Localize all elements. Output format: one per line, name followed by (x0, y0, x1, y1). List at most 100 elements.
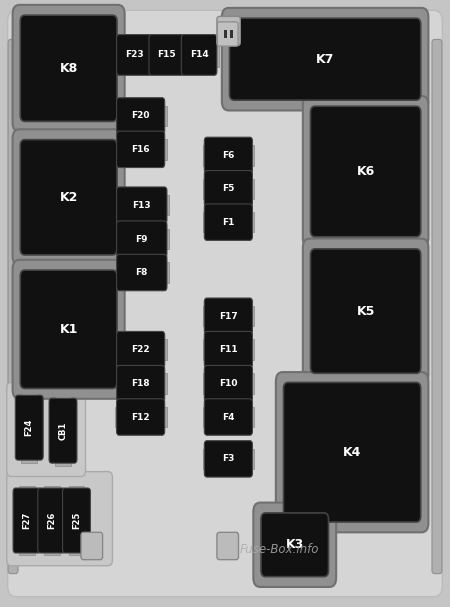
FancyBboxPatch shape (303, 96, 428, 247)
Text: K5: K5 (356, 305, 375, 317)
Bar (164, 195, 169, 215)
Bar (40, 382, 45, 395)
Bar (332, 231, 338, 243)
Bar (19, 486, 35, 492)
Bar (115, 339, 119, 360)
Text: F18: F18 (131, 379, 150, 388)
Bar (115, 43, 119, 67)
Text: F25: F25 (72, 512, 81, 529)
Bar (115, 262, 119, 283)
Bar (92, 382, 98, 395)
Bar (182, 43, 186, 67)
Bar (224, 30, 227, 38)
Bar (40, 249, 45, 261)
FancyBboxPatch shape (20, 15, 117, 121)
Text: K2: K2 (59, 191, 78, 204)
Bar (250, 449, 254, 469)
Text: F10: F10 (219, 379, 238, 388)
Text: K6: K6 (356, 165, 375, 178)
Bar (202, 145, 207, 166)
Text: F12: F12 (131, 413, 150, 421)
Bar (92, 115, 98, 127)
FancyBboxPatch shape (217, 532, 239, 560)
FancyBboxPatch shape (117, 187, 167, 223)
FancyBboxPatch shape (13, 260, 125, 399)
Text: F9: F9 (135, 235, 148, 243)
Text: F24: F24 (25, 419, 34, 436)
FancyBboxPatch shape (117, 365, 165, 402)
Bar (115, 139, 119, 160)
Bar (115, 106, 119, 126)
Bar (162, 339, 166, 360)
Bar (214, 43, 219, 67)
FancyBboxPatch shape (117, 221, 167, 257)
FancyBboxPatch shape (49, 398, 77, 463)
Bar (19, 549, 35, 555)
Text: K8: K8 (59, 62, 78, 75)
FancyBboxPatch shape (222, 8, 428, 110)
Bar (68, 486, 85, 492)
FancyBboxPatch shape (303, 239, 428, 384)
Bar (277, 507, 283, 519)
FancyBboxPatch shape (261, 513, 328, 577)
FancyBboxPatch shape (204, 441, 252, 477)
Bar (322, 94, 328, 106)
Text: F23: F23 (125, 50, 144, 59)
Bar (306, 507, 312, 519)
Bar (44, 486, 59, 492)
Text: K1: K1 (59, 323, 78, 336)
Text: F6: F6 (222, 151, 234, 160)
Text: F13: F13 (132, 201, 151, 209)
Text: F1: F1 (222, 218, 234, 226)
FancyBboxPatch shape (432, 39, 442, 574)
Bar (377, 94, 383, 106)
Bar (250, 339, 254, 360)
Bar (349, 516, 355, 528)
Text: F20: F20 (131, 112, 150, 120)
Text: F4: F4 (222, 413, 234, 421)
Text: F26: F26 (47, 512, 56, 529)
Bar (230, 30, 233, 38)
Bar (68, 549, 85, 555)
Bar (164, 229, 169, 249)
Bar (267, 94, 274, 106)
FancyBboxPatch shape (181, 35, 217, 75)
Bar (250, 373, 254, 394)
FancyBboxPatch shape (204, 331, 252, 368)
Bar (388, 243, 394, 255)
Text: F14: F14 (190, 50, 208, 59)
FancyBboxPatch shape (204, 365, 252, 402)
Bar (202, 407, 207, 427)
Bar (393, 231, 399, 243)
FancyBboxPatch shape (8, 39, 18, 574)
Bar (115, 195, 119, 215)
Bar (388, 516, 393, 528)
Bar (164, 262, 169, 283)
Text: F16: F16 (131, 145, 150, 154)
Bar (368, 12, 374, 24)
Bar (250, 212, 254, 232)
Bar (393, 367, 399, 379)
Text: F15: F15 (158, 50, 176, 59)
Text: F8: F8 (135, 268, 148, 277)
Bar (92, 249, 98, 261)
FancyBboxPatch shape (149, 35, 184, 75)
Bar (55, 396, 71, 402)
Bar (162, 407, 166, 427)
FancyBboxPatch shape (117, 98, 165, 134)
Text: Fuse-Box.info: Fuse-Box.info (239, 543, 319, 556)
Text: K4: K4 (343, 446, 361, 459)
Bar (44, 9, 50, 21)
FancyBboxPatch shape (81, 532, 103, 560)
FancyBboxPatch shape (117, 131, 165, 168)
Bar (202, 449, 207, 469)
FancyBboxPatch shape (13, 5, 125, 132)
Bar (338, 100, 343, 112)
Bar (292, 571, 298, 583)
Bar (388, 100, 394, 112)
Bar (180, 43, 184, 67)
FancyBboxPatch shape (253, 503, 336, 587)
Bar (44, 134, 50, 146)
Bar (162, 139, 166, 160)
FancyBboxPatch shape (117, 399, 165, 435)
